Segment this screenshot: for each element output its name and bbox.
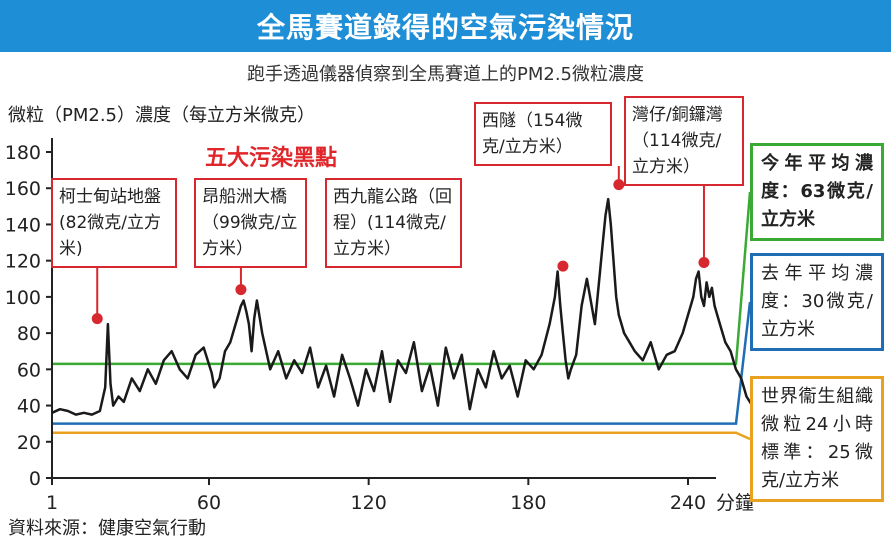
reference-connector [716, 431, 751, 441]
x-tick-label: 120 [351, 492, 387, 514]
y-tick-label: 100 [5, 287, 41, 309]
y-tick-label: 180 [5, 142, 41, 164]
y-tick-label: 60 [17, 359, 41, 381]
chart-subtitle: 跑手透過儀器偵察到全馬賽道上的PM2.5微粒濃度 [246, 64, 644, 85]
y-axis-label: 微粒（PM2.5）濃度（每立方米微克） [8, 105, 316, 126]
x-axis-label: 分鐘 [716, 492, 754, 514]
reference-label-this-year: 今年平均濃度：63微克/立方米 [750, 143, 884, 241]
annotation-dot [91, 313, 103, 325]
annotation-label: 西隧（154微克/立方米） [474, 102, 612, 166]
x-tick-label: 1 [46, 492, 58, 514]
annotation-dot [235, 284, 247, 296]
title-banner: 全馬賽道錄得的空氣污染情況 [0, 0, 891, 52]
reference-connector [716, 301, 752, 425]
annotation-label: 昂船洲大橋（99微克/立方米） [194, 178, 307, 268]
y-tick-label: 40 [17, 396, 41, 418]
y-tick-label: 0 [29, 468, 41, 490]
annotation-connectors [91, 166, 710, 325]
annotation-label: 柯士甸站地盤(82微克/立方米) [51, 178, 177, 268]
data-source: 資料來源：健康空氣行動 [8, 518, 206, 539]
chart-title: 全馬賽道錄得的空氣污染情況 [256, 11, 634, 44]
annotation-label: 西九龍公路（回程）(114微克/立方米） [325, 178, 462, 268]
y-tick-label: 140 [5, 214, 41, 236]
series-line [51, 197, 756, 416]
series-group [51, 197, 756, 416]
annotation-dot [613, 179, 625, 191]
y-tick-label: 80 [17, 323, 41, 345]
annotation-dot [698, 256, 710, 268]
x-tick-label: 240 [670, 492, 706, 514]
x-tick-label: 180 [510, 492, 546, 514]
x-tick-label: 60 [197, 492, 221, 514]
annotation-dot [557, 260, 569, 272]
reference-connector [716, 191, 752, 366]
reference-label-who: 世界衞生組織微粒24小時標準：25微克/立方米 [750, 376, 884, 502]
annotation-label: 灣仔/銅鑼灣（114微克/立方米） [624, 96, 744, 186]
y-tick-label: 20 [17, 432, 41, 454]
y-tick-label: 160 [5, 178, 41, 200]
reference-label-last-year: 去年平均濃度：30微克/立方米 [750, 253, 884, 351]
y-tick-label: 120 [5, 251, 41, 273]
annotations-title: 五大污染黑點 [205, 146, 338, 171]
